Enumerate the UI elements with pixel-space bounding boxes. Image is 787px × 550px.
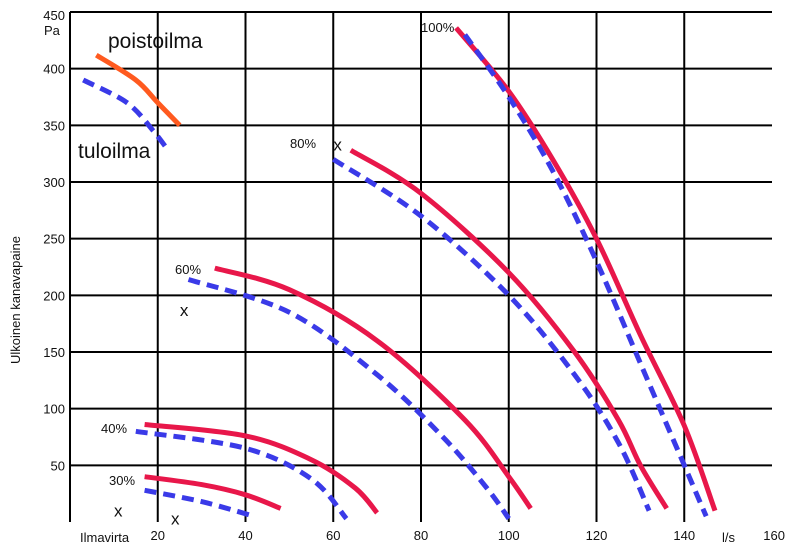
series-line-poistoilma-100pct — [454, 26, 718, 512]
series-line-tuloilma-40pct — [135, 428, 349, 521]
series-line-poistoilma-60pct — [214, 265, 533, 510]
legend-label-poistoilma: poistoilma — [108, 30, 203, 53]
chart-series — [82, 26, 718, 521]
series-line-tuloilma-30pct — [144, 487, 255, 519]
series-line-tuloilma-100pct — [462, 33, 709, 518]
level-label: 60% — [175, 262, 201, 277]
y-tick-label: 300 — [43, 175, 65, 190]
y-tick-label: 250 — [43, 232, 65, 247]
x-tick-label: 140 — [673, 528, 695, 543]
level-label: 100% — [421, 20, 455, 35]
operating-point-marker: x — [180, 301, 189, 320]
series-line-poistoilma-legend — [94, 52, 182, 128]
x-tick-label: 40 — [238, 528, 252, 543]
x-axis-unit: l/s — [722, 530, 736, 545]
y-tick-label: 100 — [43, 402, 65, 417]
series-line-poistoilma-30pct — [144, 474, 282, 511]
x-tick-label: 20 — [151, 528, 165, 543]
x-tick-label: 120 — [586, 528, 608, 543]
x-tick-label: 60 — [326, 528, 340, 543]
operating-point-marker: x — [171, 510, 180, 529]
x-tick-label: 80 — [414, 528, 428, 543]
x-tick-label: 160 — [763, 528, 785, 543]
axis-ticks: 20 40 60 80 100 120 140 160 50 100 150 200 250 300 350… — [43, 8, 785, 543]
y-tick-label: 450 — [43, 8, 65, 23]
y-tick-label: 50 — [51, 458, 65, 473]
level-label: 80% — [290, 136, 316, 151]
operating-point-marker: x — [114, 502, 123, 521]
operating-point-marker: x — [333, 136, 342, 155]
series-line-poistoilma-80pct — [349, 148, 669, 510]
chart-annotations: 100% 80% 60% 40% 30% x x x x — [101, 20, 455, 529]
series-line-tuloilma-legend — [82, 77, 169, 150]
series-line-tuloilma-60pct — [187, 277, 511, 521]
level-label: 30% — [109, 473, 135, 488]
y-tick-label: 350 — [43, 118, 65, 133]
level-label: 40% — [101, 421, 127, 436]
x-tick-label: 100 — [498, 528, 520, 543]
legend-label-tuloilma: tuloilma — [78, 140, 151, 163]
y-tick-label: 400 — [43, 62, 65, 77]
y-tick-label: 200 — [43, 288, 65, 303]
y-axis-label: Ulkoinen kanavapaine — [8, 236, 23, 364]
x-axis-label: Ilmavirta — [80, 530, 130, 545]
series-line-tuloilma-80pct — [331, 157, 652, 512]
series-line-poistoilma-40pct — [144, 422, 380, 515]
y-tick-label: 150 — [43, 345, 65, 360]
y-axis-unit: Pa — [44, 23, 61, 38]
